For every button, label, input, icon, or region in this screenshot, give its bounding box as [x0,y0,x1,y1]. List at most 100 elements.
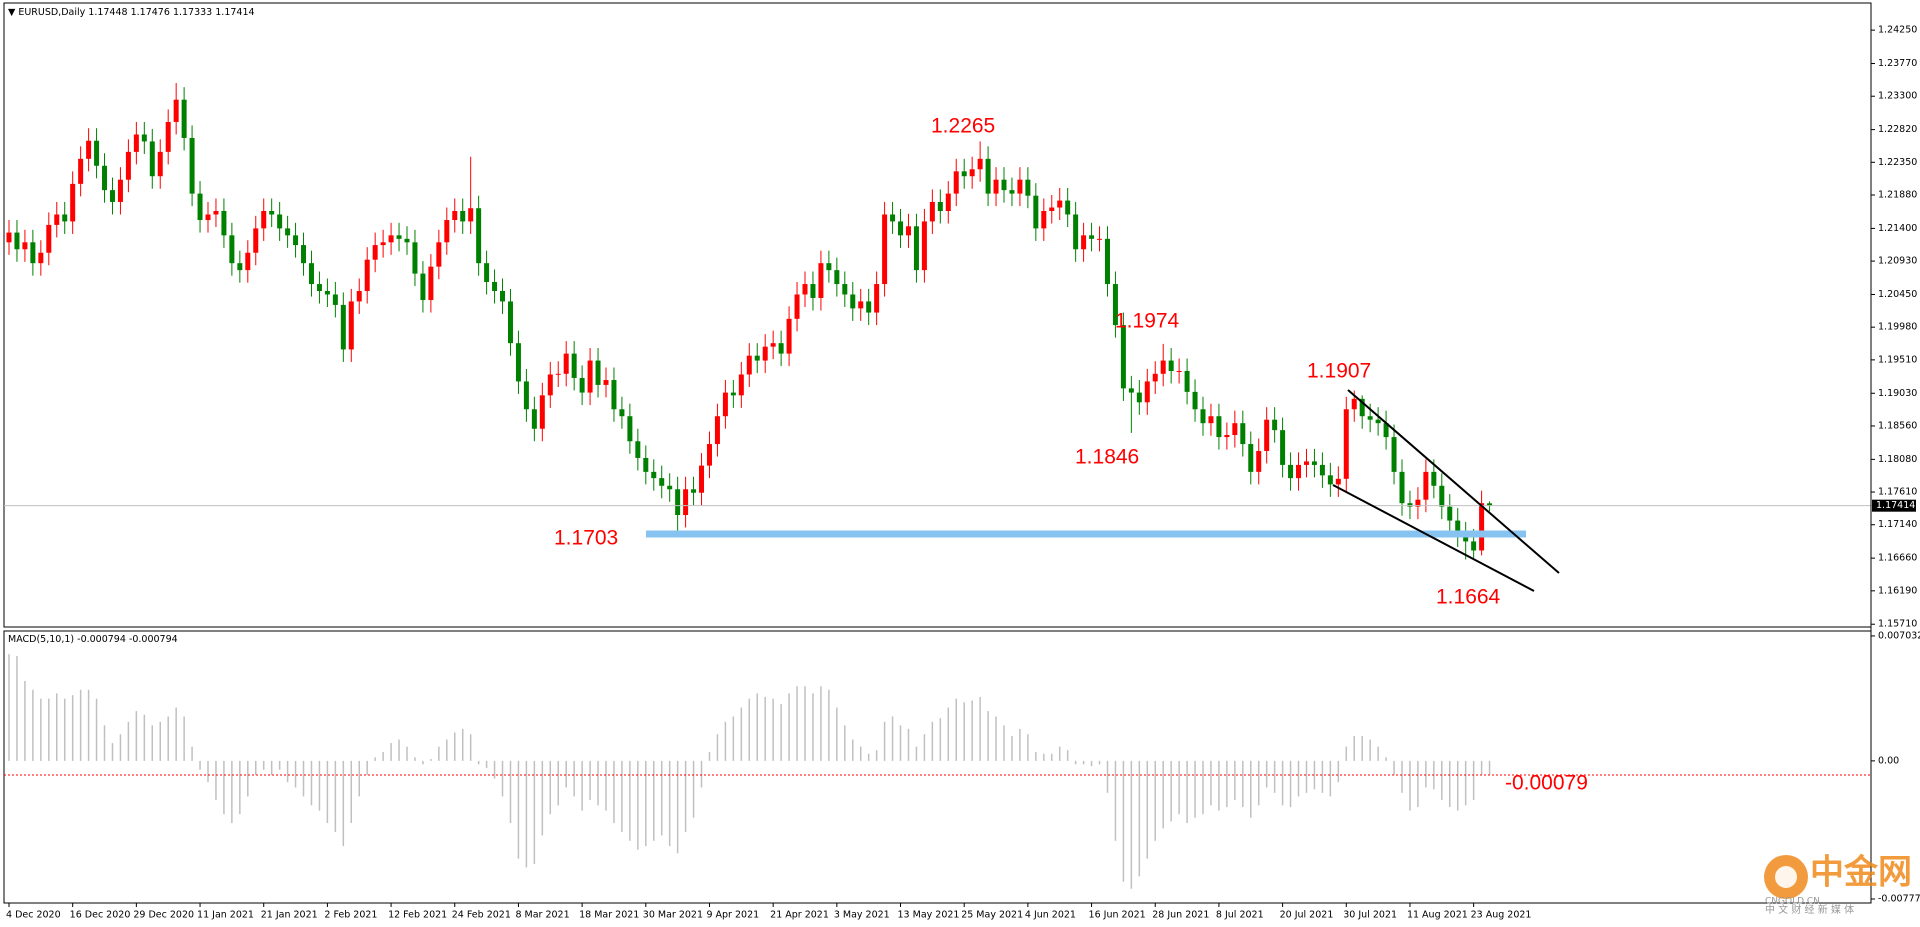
candle-body [1065,200,1071,215]
candle-body [1359,398,1365,417]
macd-bar [844,725,846,761]
candle-body [794,294,800,319]
macd-bar [1337,760,1340,783]
candle-body [261,211,267,229]
macd-bar [653,760,655,841]
macd-bar [971,700,973,761]
candle-body [1144,381,1150,403]
macd-bar [350,760,353,824]
candle-body [1383,423,1389,438]
macd-bar [270,760,273,776]
candle-body [1089,235,1095,239]
macd-bar [446,739,448,761]
macd-bar [24,680,26,761]
macd-bar [565,760,567,788]
candle-body [62,214,68,222]
logo-inner [1775,866,1797,888]
macd-bar [1425,760,1427,788]
macd-bar [63,698,66,761]
candle-body [1136,392,1142,403]
macd-bar [461,728,464,761]
x-tick-label: 16 Dec 2020 [70,910,131,921]
candle-body [117,179,123,202]
macd-bar [1409,760,1411,811]
candle-body [627,416,633,442]
candle-body [1216,416,1222,438]
macd-bar [286,760,289,783]
trend-line-upper [1347,389,1560,574]
macd-bar [1385,757,1387,761]
low: 1.17333 [173,7,212,18]
candle-body [905,226,911,236]
candle-body [1240,423,1246,445]
candle-body [109,190,115,202]
candle-body [866,301,872,313]
macd-bar [1377,746,1379,761]
macd-bar [1003,725,1005,761]
candle-body [237,263,243,271]
macd-bar [517,760,520,859]
macd-bar [32,689,34,761]
candle-body [539,395,545,429]
macd-bar [374,757,376,761]
candle-body [834,270,840,285]
candle-body [1176,371,1182,372]
macd-bar [1035,751,1037,761]
candle-body [332,294,338,305]
macd-bar [48,698,50,761]
macd-bar [1194,760,1196,818]
macd-bar [1202,760,1204,815]
candle-body [969,169,975,177]
candle-body [1335,478,1341,485]
candle-body [500,291,506,302]
x-tick-label: 21 Jan 2021 [261,910,318,921]
x-tick-label: 12 Feb 2021 [388,910,447,921]
macd-bar [525,760,528,868]
macd-bar [1305,760,1308,793]
candle-body [388,235,394,243]
high: 1.17476 [131,7,170,18]
x-tick-label: 4 Jun 2021 [1025,910,1076,921]
candle-body [714,416,720,445]
macd-bar [1313,760,1316,790]
candle-body [356,291,362,302]
y-tick-label: 1.17610 [1878,487,1917,498]
macd-bar [549,760,552,815]
candle-body [1232,423,1238,435]
candle-body [651,471,657,479]
candle-body [643,457,649,472]
y-tick-label: 1.21400 [1878,223,1917,234]
current-price-box [1872,499,1916,512]
macd-bar [740,707,743,761]
candle-body [675,489,681,515]
candle-body [611,380,617,410]
x-tick-label: 8 Jul 2021 [1216,910,1264,921]
macd-bar [1138,760,1141,877]
candle-body [1399,471,1405,504]
macd-bar [1218,760,1220,811]
candle-body [993,179,999,194]
candle-body [691,489,697,493]
macd-bar [780,704,782,761]
candle-body [460,211,466,222]
candle-body [173,99,179,122]
candle-body [1447,506,1453,521]
macd-bar [87,689,90,761]
macd-bar [764,696,766,761]
macd-bar [947,707,950,761]
macd-bar [1488,760,1491,775]
candle-body [738,374,744,396]
x-tick-label: 30 Jul 2021 [1343,910,1397,921]
logo-tagline: 中 文 财 经 新 媒 体 [1765,903,1854,916]
candle-body [587,360,593,393]
macd-bar [454,732,456,761]
candle-body [523,381,529,410]
macd-bar [907,728,910,761]
macd-bar [414,757,416,761]
macd-bar [645,760,647,847]
candle-body [762,346,768,361]
macd-bar [931,721,934,761]
candle-body [515,343,521,382]
candle-body [1455,520,1461,535]
candle-body [1112,284,1118,326]
